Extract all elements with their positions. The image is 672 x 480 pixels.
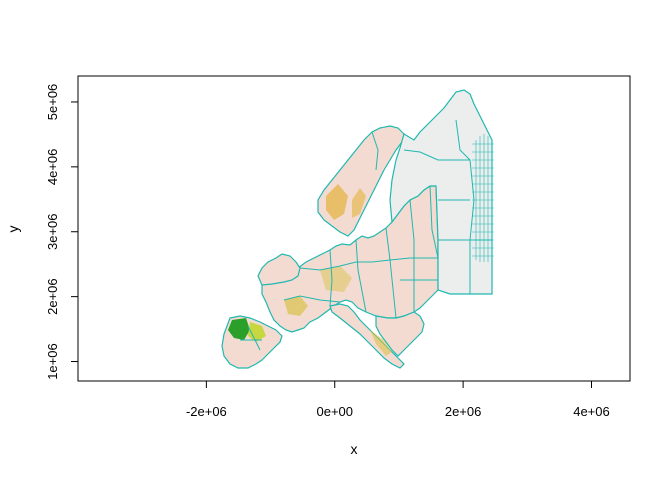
europe-map <box>221 89 494 369</box>
y-tick-label: 2e+06 <box>45 278 60 315</box>
veg-italy-yellow <box>370 330 392 356</box>
y-axis-label: y <box>5 226 21 233</box>
y-tick-label: 5e+06 <box>45 84 60 121</box>
veg-france-yellow <box>284 296 308 316</box>
region-british-isles <box>257 253 301 286</box>
x-tick-label: 4e+06 <box>573 404 610 419</box>
y-tick-label: 3e+06 <box>45 213 60 250</box>
y-tick-label: 1e+06 <box>45 343 60 380</box>
region-scandinavia <box>317 125 405 237</box>
veg-scandinavia-yellow-2 <box>352 188 366 218</box>
veg-central-yellow <box>320 266 352 292</box>
x-tick-label: 2e+06 <box>445 404 482 419</box>
veg-iberia-green <box>228 318 250 340</box>
x-axis: -2e+06 0e+00 2e+06 4e+06 <box>186 380 610 419</box>
region-balkans <box>375 311 425 357</box>
veg-iberia-yellow <box>248 322 266 342</box>
x-tick-label: -2e+06 <box>186 404 227 419</box>
y-tick-label: 4e+06 <box>45 149 60 186</box>
veg-scandinavia-yellow <box>326 184 348 220</box>
y-axis: 1e+06 2e+06 3e+06 4e+06 5e+06 <box>45 84 79 380</box>
x-axis-label: x <box>351 441 358 457</box>
x-tick-label: 0e+00 <box>316 404 353 419</box>
region-east <box>389 89 493 295</box>
admin-borders <box>240 119 492 351</box>
east-grid-cells <box>472 134 494 262</box>
